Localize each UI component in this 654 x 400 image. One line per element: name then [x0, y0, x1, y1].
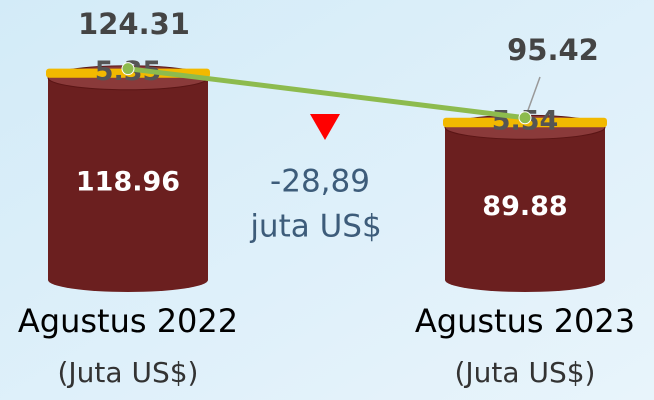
category-label: Agustus 2023 — [415, 302, 635, 340]
category-label: Agustus 2022 — [18, 302, 238, 340]
annotation-value: -28,89 — [270, 164, 370, 200]
decrease-marker — [310, 114, 340, 140]
total-label: 124.31 — [78, 7, 190, 41]
cylinder-segment — [48, 77, 208, 292]
total-label: 95.42 — [507, 33, 599, 67]
category-unit: (Juta US$) — [58, 356, 199, 389]
total-marker — [518, 111, 532, 125]
total-marker — [121, 62, 135, 76]
leader-line — [526, 76, 541, 114]
annotation-unit: juta US$ — [249, 209, 381, 245]
total-line — [127, 66, 526, 121]
segment-label: 89.88 — [482, 191, 567, 222]
segment-label: 118.96 — [76, 166, 180, 197]
cylinder-segment — [445, 127, 605, 292]
category-unit: (Juta US$) — [455, 356, 596, 389]
